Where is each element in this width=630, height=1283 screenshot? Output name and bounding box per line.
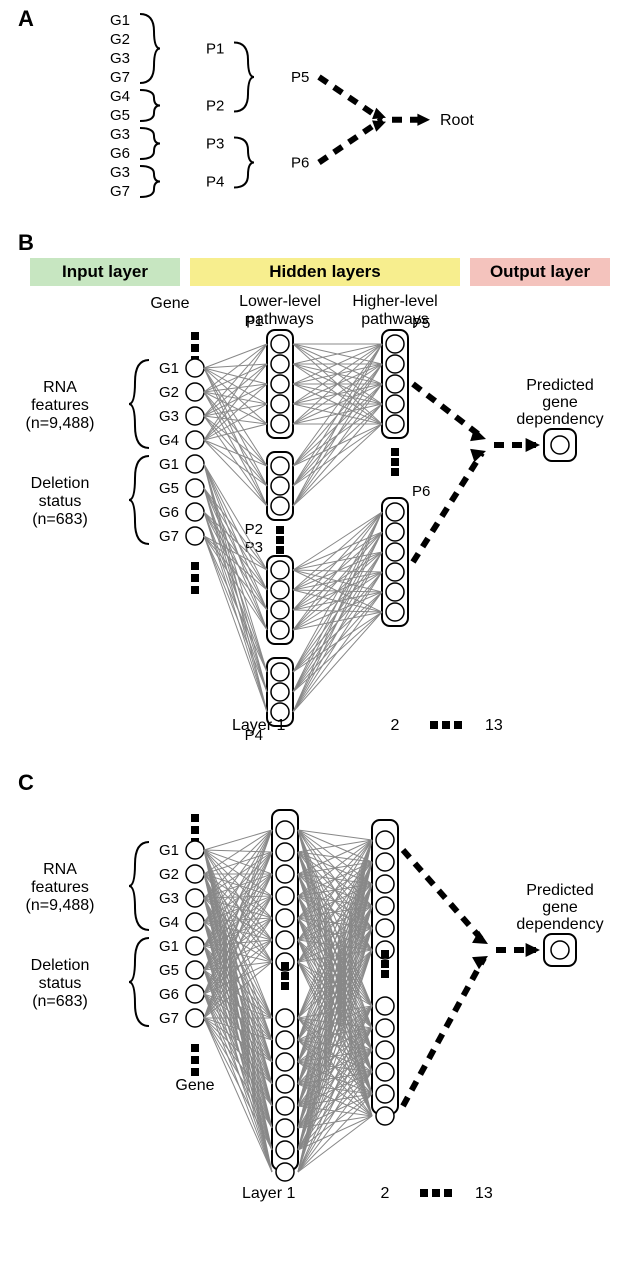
panel-a-gene: G7 (110, 183, 130, 200)
svg-text:(n=683): (n=683) (32, 511, 88, 528)
panel-b: B Input layer Hidden layers Output layer Gen… (18, 230, 610, 744)
panel-a-gene: G3 (110, 50, 130, 67)
panel-a-gene: G7 (110, 69, 130, 86)
panel-a: A G1 G2 G3 G7 G4 G5 G3 G6 G3 G7 P1 P2 P3 P4 P5 P6 Root (18, 6, 474, 200)
input-gene-label: G6 (159, 986, 179, 1003)
svg-text:RNA: RNA (43, 379, 77, 396)
subheader-gene: Gene (150, 295, 189, 312)
svg-text:Predicted: Predicted (526, 882, 594, 899)
input-gene-label: G1 (159, 938, 179, 955)
input-gene-label: G5 (159, 962, 179, 979)
panel-a-gene: G2 (110, 31, 130, 48)
svg-text:13: 13 (485, 717, 503, 734)
svg-text:features: features (31, 879, 89, 896)
layer-axis-label: Layer 1 (232, 717, 285, 734)
panel-c: C G1 G2 G3 G4 G1 G5 G6 G7 RNAfeatures(n=9,488) Del… (18, 770, 604, 1202)
svg-text:(n=683): (n=683) (32, 993, 88, 1010)
panel-a-label: A (18, 6, 34, 31)
header-input-text: Input layer (62, 262, 148, 281)
layer-axis-label: Layer 1 (242, 1185, 295, 1202)
input-gene-label: G4 (159, 914, 179, 931)
input-gene-label: G1 (159, 842, 179, 859)
input-gene-label: G7 (159, 1010, 179, 1027)
input-gene-label: G7 (159, 528, 179, 545)
svg-text:2: 2 (381, 1185, 390, 1202)
input-gene-label: G3 (159, 890, 179, 907)
svg-text:Predicted: Predicted (526, 377, 594, 394)
input-gene-label: G2 (159, 384, 179, 401)
header-hidden-text: Hidden layers (269, 262, 381, 281)
svg-text:13: 13 (475, 1185, 493, 1202)
svg-text:gene: gene (542, 394, 578, 411)
input-gene-label: G2 (159, 866, 179, 883)
panel-a-gene: G5 (110, 107, 130, 124)
pathway-label: P6 (412, 483, 430, 500)
panel-b-label: B (18, 230, 34, 255)
svg-text:(n=9,488): (n=9,488) (26, 415, 95, 432)
svg-text:2: 2 (391, 717, 400, 734)
pathway-label: P2 (245, 521, 263, 538)
panel-a-l2: P6 (291, 155, 309, 172)
subheader-gene: Gene (175, 1077, 214, 1094)
input-gene-label: G1 (159, 456, 179, 473)
svg-text:Higher-level: Higher-level (352, 293, 437, 310)
svg-text:gene: gene (542, 899, 578, 916)
panel-a-l2: P5 (291, 69, 309, 86)
panel-a-gene: G4 (110, 88, 130, 105)
pathway-label: P5 (412, 315, 430, 332)
input-gene-label: G4 (159, 432, 179, 449)
svg-text:Deletion: Deletion (31, 475, 90, 492)
svg-text:features: features (31, 397, 89, 414)
svg-text:dependency: dependency (516, 411, 603, 428)
panel-a-l1: P3 (206, 136, 224, 153)
input-gene-label: G3 (159, 408, 179, 425)
panel-a-gene: G6 (110, 145, 130, 162)
panel-a-l1: P4 (206, 174, 224, 191)
svg-text:status: status (39, 493, 82, 510)
header-output-text: Output layer (490, 262, 591, 281)
svg-text:RNA: RNA (43, 861, 77, 878)
panel-a-gene: G1 (110, 12, 130, 29)
panel-c-label: C (18, 770, 34, 795)
svg-text:status: status (39, 975, 82, 992)
input-gene-label: G6 (159, 504, 179, 521)
input-gene-label: G5 (159, 480, 179, 497)
panel-a-gene: G3 (110, 126, 130, 143)
panel-a-l1: P1 (206, 41, 224, 58)
pathway-label: P1 (245, 313, 263, 330)
panel-a-root: Root (440, 112, 474, 129)
panel-a-l1: P2 (206, 98, 224, 115)
svg-text:(n=9,488): (n=9,488) (26, 897, 95, 914)
svg-text:Deletion: Deletion (31, 957, 90, 974)
input-gene-label: G1 (159, 360, 179, 377)
svg-text:dependency: dependency (516, 916, 603, 933)
panel-a-gene: G3 (110, 164, 130, 181)
svg-text:Lower-level: Lower-level (239, 293, 321, 310)
